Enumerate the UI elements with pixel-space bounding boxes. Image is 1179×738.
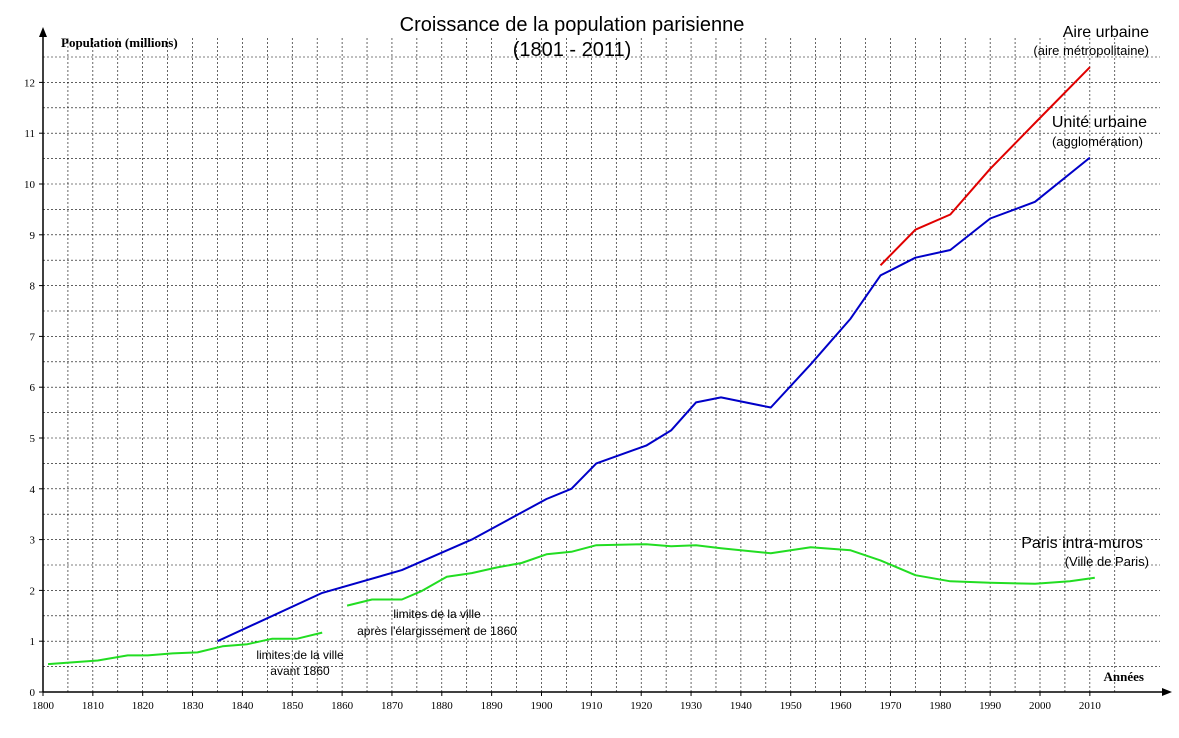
x-tick-label: 1830 (182, 700, 205, 712)
annotation-before-1860-line1: limites de la ville (256, 648, 344, 662)
x-tick-label: 1850 (281, 700, 304, 712)
x-tick-label: 1900 (531, 700, 554, 712)
y-tick-label: 2 (30, 585, 36, 597)
grid (43, 38, 1160, 692)
chart-title: Croissance de la population parisienne (400, 14, 745, 36)
x-tick-label: 1990 (979, 700, 1002, 712)
x-tick-label: 1950 (780, 700, 803, 712)
x-tick-label: 1800 (32, 700, 55, 712)
legend-unite-urbaine-sub: (agglomération) (1052, 134, 1143, 149)
x-tick-label: 1890 (481, 700, 504, 712)
x-tick-label: 1860 (331, 700, 354, 712)
x-tick-label: 1870 (381, 700, 404, 712)
series-line-paris-intra-muros (47, 631, 323, 666)
annotation-before-1860-line2: avant 1860 (270, 664, 330, 678)
x-tick-label: 1820 (132, 700, 155, 712)
annotation-after-1860-line2: après l'élargissement de 1860 (357, 624, 517, 638)
legend-paris-intra-muros: Paris intra-muros (1021, 535, 1143, 552)
y-tick-label: 10 (24, 179, 36, 191)
y-tick-label: 0 (30, 687, 36, 699)
axes (39, 27, 1172, 696)
y-tick-label: 9 (30, 230, 36, 242)
x-tick-label: 1920 (630, 700, 653, 712)
x-tick-label: 1880 (431, 700, 454, 712)
x-tick-label: 2000 (1029, 700, 1052, 712)
series-line-aire-urbaine (879, 66, 1091, 267)
y-axis-label: Population (millions) (61, 35, 178, 50)
x-axis-label: Années (1104, 669, 1144, 684)
legend-aire-urbaine: Aire urbaine (1063, 24, 1149, 41)
y-tick-label: 5 (30, 433, 36, 445)
series-line-unite-urbaine (217, 156, 1091, 643)
y-tick-label: 12 (24, 77, 35, 89)
y-tick-label: 11 (24, 128, 35, 140)
x-tick-label: 1930 (680, 700, 703, 712)
y-axis-arrow (39, 27, 47, 37)
series-lines (47, 66, 1095, 666)
legend-unite-urbaine: Unité urbaine (1052, 114, 1147, 131)
x-tick-label: 1840 (231, 700, 254, 712)
y-tick-label: 4 (30, 484, 36, 496)
y-tick-label: 8 (30, 281, 36, 293)
y-tick-label: 7 (30, 331, 36, 343)
legend-aire-urbaine-sub: (aire métropolitaine) (1033, 43, 1149, 58)
series-line-paris-intra-muros (346, 543, 1095, 607)
chart-subtitle: (1801 - 2011) (513, 39, 632, 61)
x-tick-label: 1810 (82, 700, 105, 712)
y-tick-label: 3 (30, 535, 36, 547)
x-tick-label: 1960 (830, 700, 853, 712)
x-tick-label: 1980 (929, 700, 952, 712)
x-tick-label: 1910 (580, 700, 603, 712)
x-tick-labels: 1800 1810 1820 1830 1840 1850 1860 1870 1880 1890… (32, 700, 1101, 712)
x-axis-arrow (1162, 688, 1172, 696)
x-tick-label: 2010 (1079, 700, 1102, 712)
y-tick-label: 6 (30, 382, 36, 394)
x-tick-label: 1970 (879, 700, 902, 712)
y-tick-label: 1 (30, 636, 36, 648)
legend-paris-intra-muros-sub: (Ville de Paris) (1065, 554, 1149, 569)
x-tick-label: 1940 (730, 700, 753, 712)
annotation-after-1860-line1: limites de la ville (393, 607, 481, 621)
